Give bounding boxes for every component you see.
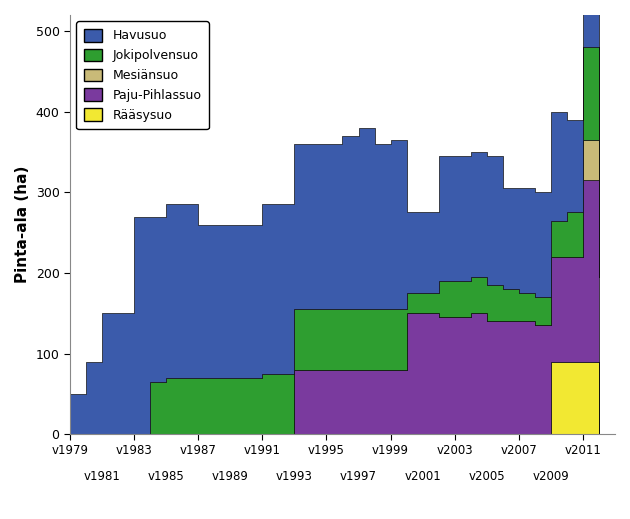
Text: v2005: v2005 <box>469 470 505 483</box>
Text: v2001: v2001 <box>404 470 441 483</box>
Text: v2009: v2009 <box>532 470 570 483</box>
Text: v1985: v1985 <box>148 470 185 483</box>
Text: v1981: v1981 <box>84 470 120 483</box>
Text: v1989: v1989 <box>212 470 249 483</box>
Y-axis label: Pinta-ala (ha): Pinta-ala (ha) <box>15 166 30 283</box>
Text: v1993: v1993 <box>276 470 313 483</box>
Legend: Havusuo, Jokipolvensuo, Mesiänsuo, Paju-Pihlassuo, Rääsysuo: Havusuo, Jokipolvensuo, Mesiänsuo, Paju-… <box>76 21 209 129</box>
Text: v1997: v1997 <box>340 470 377 483</box>
